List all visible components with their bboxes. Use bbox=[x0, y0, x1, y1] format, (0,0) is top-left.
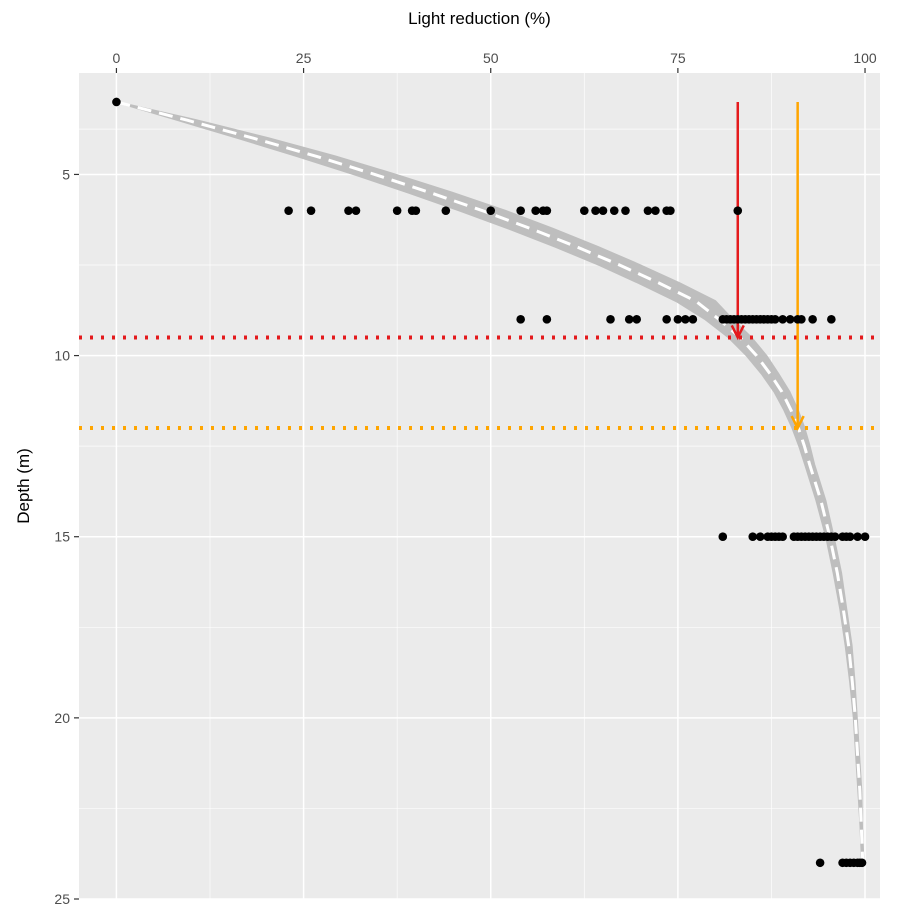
data-point bbox=[591, 206, 600, 215]
data-point bbox=[112, 97, 121, 107]
data-point bbox=[516, 315, 525, 324]
data-point bbox=[688, 315, 698, 324]
y-tick-label: 10 bbox=[54, 348, 70, 364]
x-tick-label: 100 bbox=[853, 50, 877, 66]
data-point bbox=[860, 532, 870, 542]
data-point bbox=[785, 315, 795, 324]
data-point bbox=[542, 315, 552, 324]
data-point bbox=[580, 206, 589, 215]
x-tick-label: 50 bbox=[483, 50, 499, 66]
data-point bbox=[673, 315, 683, 324]
data-point bbox=[797, 315, 806, 324]
data-point bbox=[666, 206, 675, 215]
x-tick-label: 75 bbox=[670, 50, 686, 66]
data-point bbox=[662, 315, 671, 324]
y-tick-label: 20 bbox=[54, 710, 70, 726]
x-axis-title: Light reduction (%) bbox=[408, 9, 551, 28]
data-point bbox=[624, 315, 634, 324]
plot-panel bbox=[79, 73, 880, 899]
fitted-curve-line bbox=[116, 100, 865, 863]
data-point bbox=[643, 206, 653, 215]
reference-line-layer bbox=[79, 335, 880, 431]
data-point bbox=[853, 532, 862, 542]
data-point bbox=[306, 206, 316, 215]
data-point bbox=[531, 206, 540, 215]
y-axis-ticks: 5 10 15 20 25 bbox=[54, 166, 79, 907]
data-point bbox=[598, 206, 608, 215]
data-point bbox=[351, 206, 361, 215]
data-point bbox=[681, 315, 690, 324]
data-point bbox=[651, 206, 660, 215]
data-point bbox=[857, 858, 867, 868]
data-point bbox=[441, 206, 451, 215]
data-point bbox=[778, 315, 787, 324]
data-point bbox=[621, 206, 630, 215]
y-tick-label: 5 bbox=[62, 166, 70, 182]
data-point-layer bbox=[112, 97, 870, 868]
data-point bbox=[827, 315, 836, 324]
data-point bbox=[845, 532, 855, 542]
x-axis-ticks: 0 25 50 75 100 bbox=[113, 50, 877, 73]
data-point bbox=[411, 206, 421, 215]
data-point bbox=[778, 532, 787, 542]
y-tick-label: 15 bbox=[54, 529, 70, 545]
fit-line-layer bbox=[116, 100, 865, 863]
data-point bbox=[830, 532, 840, 542]
data-point bbox=[542, 206, 552, 215]
x-tick-label: 25 bbox=[296, 50, 312, 66]
data-point bbox=[632, 315, 642, 324]
data-point bbox=[748, 532, 758, 542]
data-point bbox=[755, 532, 765, 542]
data-point bbox=[344, 206, 353, 215]
data-point bbox=[516, 206, 525, 215]
data-point bbox=[606, 315, 615, 324]
data-point bbox=[808, 315, 817, 324]
data-point bbox=[733, 206, 743, 215]
data-point bbox=[815, 858, 825, 868]
arrow-layer bbox=[730, 101, 805, 431]
data-point bbox=[718, 532, 728, 542]
x-tick-label: 0 bbox=[113, 50, 121, 66]
y-axis-title: Depth (m) bbox=[14, 448, 33, 524]
data-point bbox=[486, 206, 496, 215]
y-tick-label: 25 bbox=[54, 891, 70, 907]
data-point bbox=[770, 315, 780, 324]
arrow-head bbox=[730, 324, 745, 341]
data-point bbox=[392, 206, 402, 215]
arrow-head bbox=[790, 415, 805, 431]
data-point bbox=[284, 206, 293, 215]
data-point bbox=[609, 206, 619, 215]
